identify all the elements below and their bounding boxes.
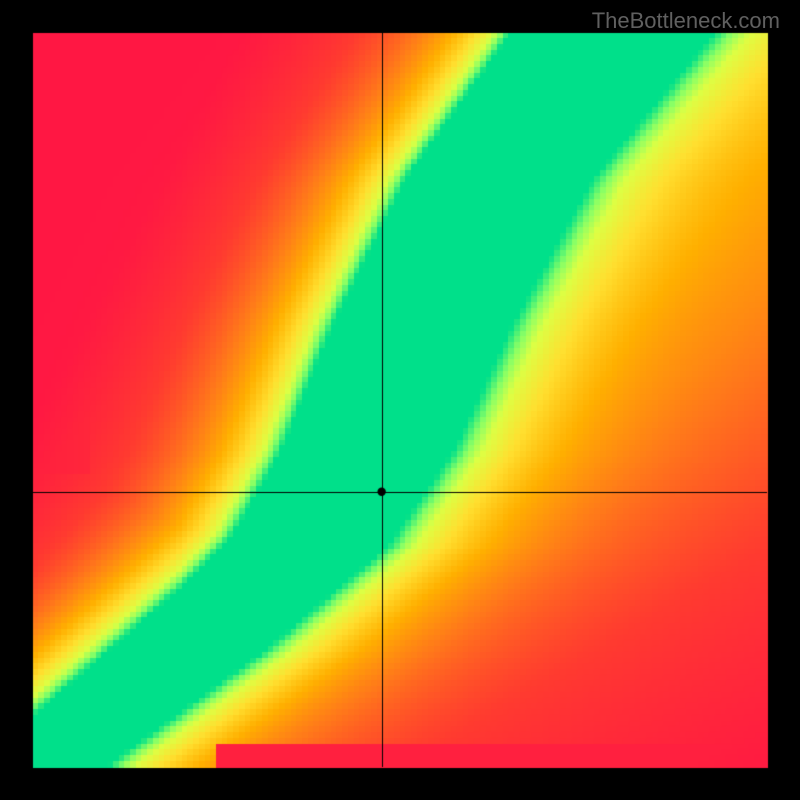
attribution-watermark: TheBottleneck.com (592, 8, 780, 34)
heatmap-canvas (0, 0, 800, 800)
root: TheBottleneck.com (0, 0, 800, 800)
